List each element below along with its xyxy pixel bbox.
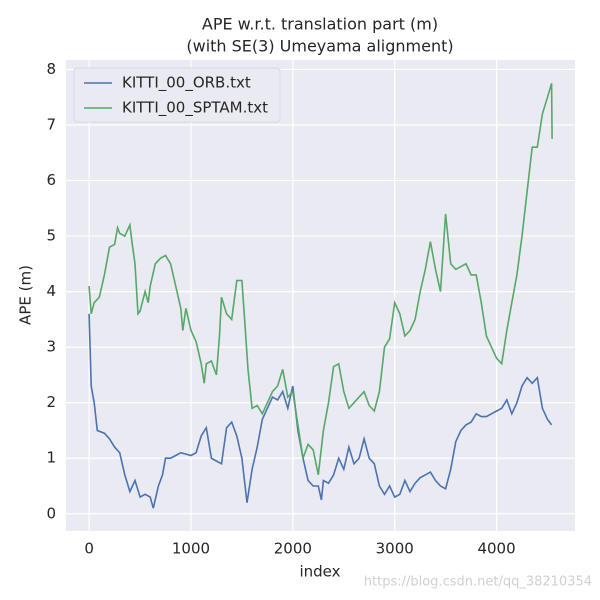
x-tick-label: 2000	[274, 540, 312, 558]
y-axis-label: APE (m)	[17, 265, 35, 325]
x-tick-label: 4000	[477, 540, 515, 558]
y-tick-label: 7	[46, 115, 56, 133]
series-line	[88, 313, 553, 509]
chart-title: APE w.r.t. translation part (m)	[202, 15, 438, 34]
y-tick-label: 5	[46, 227, 56, 245]
chart-subtitle: (with SE(3) Umeyama alignment)	[186, 37, 453, 56]
y-tick-label: 8	[46, 60, 56, 78]
x-tick-label: 0	[84, 540, 94, 558]
y-tick-label: 4	[46, 282, 56, 300]
y-tick-label: 3	[46, 338, 56, 356]
y-tick-label: 0	[46, 504, 56, 522]
legend-box	[73, 67, 281, 123]
legend-label: KITTI_00_ORB.txt	[122, 74, 251, 93]
x-tick-label: 1000	[172, 540, 210, 558]
y-tick-label: 6	[46, 171, 56, 189]
series-line	[88, 83, 553, 476]
watermark: https://blog.csdn.net/qq_38210354	[364, 575, 592, 590]
x-axis-label: index	[299, 563, 340, 581]
x-tick-label: 3000	[376, 540, 414, 558]
legend-label: KITTI_00_SPTAM.txt	[122, 99, 268, 118]
y-tick-label: 2	[46, 393, 56, 411]
y-tick-label: 1	[46, 449, 56, 467]
